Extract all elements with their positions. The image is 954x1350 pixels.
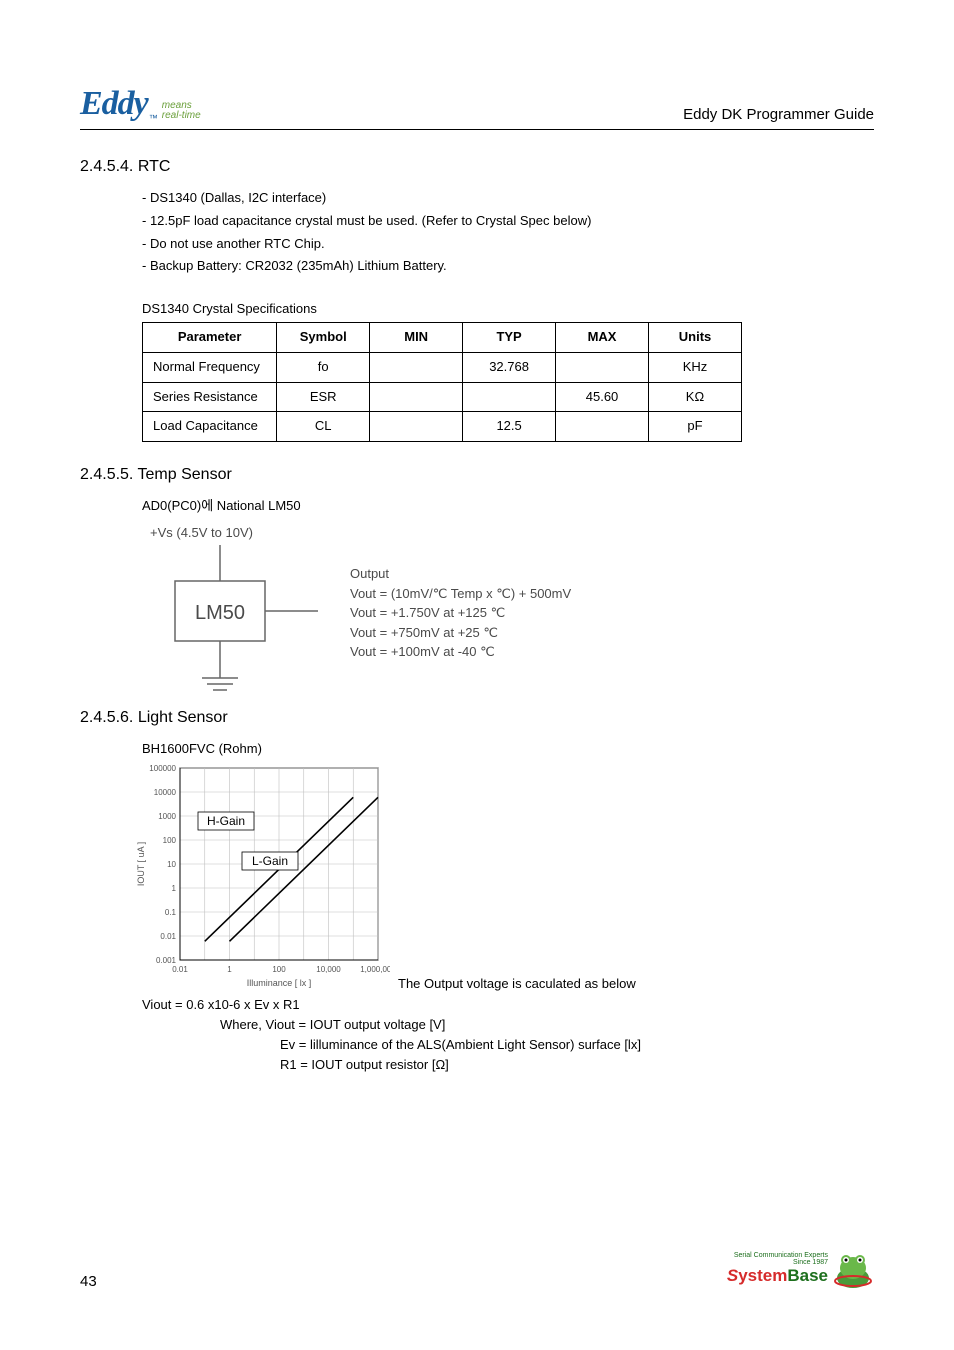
svg-text:Illuminance [ lx ]: Illuminance [ lx ] [247,978,312,988]
table-header: Units [649,322,742,352]
light-where-block: Where, Viout = IOUT output voltage [V] E… [220,1015,874,1075]
light-where-line: Ev = lilluminance of the ALS(Ambient Lig… [280,1035,874,1055]
svg-text:0.01: 0.01 [172,965,188,974]
svg-text:1: 1 [227,965,232,974]
table-row: Load Capacitance CL 12.5 pF [143,412,742,442]
light-caption: The Output voltage is caculated as below [398,976,636,991]
svg-text:IOUT [ uA ]: IOUT [ uA ] [136,842,146,886]
chip-label: LM50 [195,602,245,624]
table-header: TYP [463,322,556,352]
svg-text:10000: 10000 [154,788,177,797]
svg-text:100: 100 [272,965,286,974]
table-cell: Load Capacitance [143,412,277,442]
temp-output-line: Vout = +750mV at +25 ℃ [350,623,571,643]
svg-text:100000: 100000 [149,764,176,773]
svg-text:1: 1 [172,884,177,893]
light-sensor-chart: 0.0010.010.11101001000100001000000.01110… [130,760,390,995]
section-title-light: 2.4.5.6. Light Sensor [80,709,874,727]
table-cell [463,382,556,412]
temp-sensor-row: +Vs (4.5V to 10V) LM50 Output Vout = (10… [140,523,874,703]
table-cell: fo [277,352,370,382]
light-chip: BH1600FVC (Rohm) [142,739,874,760]
light-where-label: Where, Viout = IOUT output voltage [V] [220,1015,874,1035]
table-cell [556,352,649,382]
table-header: Symbol [277,322,370,352]
crystal-spec-table: Parameter Symbol MIN TYP MAX Units Norma… [142,322,742,442]
svg-text:10: 10 [167,860,176,869]
table-row: Series Resistance ESR 45.60 KΩ [143,382,742,412]
bullet-line: - 12.5pF load capacitance crystal must b… [142,211,874,232]
temp-line1: AD0(PC0)에 National LM50 [142,496,874,517]
temp-output-line: Vout = +1.750V at +125 ℃ [350,603,571,623]
table-cell: ESR [277,382,370,412]
systembase-text-block: Serial Communication Experts Since 1987 … [727,1252,828,1286]
header: Eddy ™ means real-time Eddy DK Programme… [80,85,874,130]
bullet-line: - Do not use another RTC Chip. [142,234,874,255]
table-cell: 45.60 [556,382,649,412]
section-title-temp: 2.4.5.5. Temp Sensor [80,466,874,484]
table-cell: KΩ [649,382,742,412]
table-cell: 32.768 [463,352,556,382]
table-cell: CL [277,412,370,442]
lm50-diagram: +Vs (4.5V to 10V) LM50 [140,523,320,703]
svg-text:10,000: 10,000 [316,965,341,974]
table-cell [370,352,463,382]
table-header: MAX [556,322,649,352]
table-header: Parameter [143,322,277,352]
table-cell: pF [649,412,742,442]
svg-text:0.001: 0.001 [156,956,177,965]
table-cell: Series Resistance [143,382,277,412]
light-where-line: R1 = IOUT output resistor [Ω] [280,1055,874,1075]
tagline-line: Since 1987 [727,1259,828,1266]
section-title-rtc: 2.4.5.4. RTC [80,158,874,176]
svg-text:L-Gain: L-Gain [252,854,288,868]
systembase-wordmark: SystemBase [727,1266,828,1285]
systembase-tagline: Serial Communication Experts Since 1987 [727,1252,828,1266]
table-cell [370,382,463,412]
table-cell [556,412,649,442]
logo-tm: ™ [149,113,158,123]
svg-text:1,000,000: 1,000,000 [360,965,390,974]
logo-letter: S [727,1266,738,1285]
temp-output-line: Output [350,564,571,584]
guide-title: Eddy DK Programmer Guide [683,106,874,123]
logo-letter: Base [787,1266,828,1285]
bullet-line: - DS1340 (Dallas, I2C interface) [142,188,874,209]
svg-text:0.01: 0.01 [160,932,176,941]
supply-label: +Vs (4.5V to 10V) [150,525,253,540]
rtc-bullets: - DS1340 (Dallas, I2C interface) - 12.5p… [142,188,874,442]
temp-output-block: Output Vout = (10mV/℃ Temp x ℃) + 500mV … [350,564,571,662]
logo-letter: ystem [738,1266,787,1285]
svg-text:0.1: 0.1 [165,908,177,917]
table-cell: KHz [649,352,742,382]
page-number: 43 [80,1273,97,1290]
temp-output-line: Vout = +100mV at -40 ℃ [350,642,571,662]
table-cell: 12.5 [463,412,556,442]
table-cell: Normal Frequency [143,352,277,382]
light-formula: Viout = 0.6 x10-6 x Ev x R1 [142,995,874,1015]
systembase-logo: Serial Communication Experts Since 1987 … [727,1248,874,1290]
tagline-line: Serial Communication Experts [727,1252,828,1259]
logo-text: Eddy [80,85,148,123]
logo-sub-line: real-time [162,111,201,121]
light-row: 0.0010.010.11101001000100001000000.01110… [130,760,874,995]
frog-icon [832,1248,874,1290]
bullet-line: - Backup Battery: CR2032 (235mAh) Lithiu… [142,256,874,277]
table-cell [370,412,463,442]
svg-text:1000: 1000 [158,812,176,821]
footer: 43 Serial Communication Experts Since 19… [80,1248,874,1290]
temp-output-line: Vout = (10mV/℃ Temp x ℃) + 500mV [350,584,571,604]
table-row: Normal Frequency fo 32.768 KHz [143,352,742,382]
logo-subtext: means real-time [162,101,201,121]
svg-text:100: 100 [163,836,177,845]
table-header: MIN [370,322,463,352]
crystal-spec-heading: DS1340 Crystal Specifications [142,299,874,320]
logo: Eddy ™ means real-time [80,85,201,123]
table-header-row: Parameter Symbol MIN TYP MAX Units [143,322,742,352]
svg-text:H-Gain: H-Gain [207,814,245,828]
